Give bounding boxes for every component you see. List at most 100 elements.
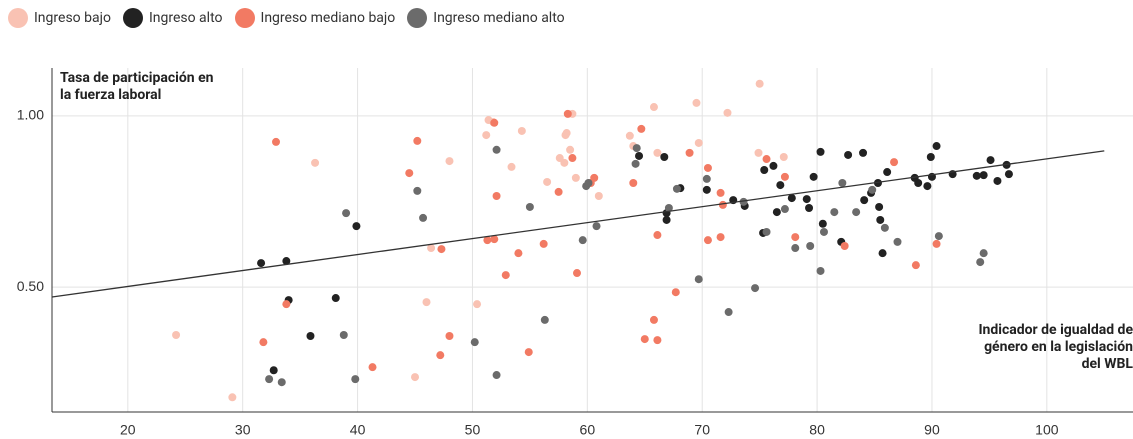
point [1004, 170, 1013, 179]
point [880, 223, 889, 232]
point [755, 79, 764, 88]
point [780, 172, 789, 181]
point [501, 271, 510, 280]
point [724, 308, 733, 317]
point [282, 300, 291, 309]
point [524, 348, 533, 357]
legend: Ingreso bajo Ingreso alto Ingreso mediano … [8, 8, 565, 28]
point [923, 182, 932, 191]
point [560, 158, 569, 167]
point [772, 208, 781, 217]
point [632, 144, 641, 153]
point [890, 158, 899, 167]
point [592, 222, 601, 231]
point [584, 179, 593, 188]
x-axis-label: Indicador de igualdad de género en la le… [978, 322, 1133, 372]
point [483, 236, 492, 245]
x-tick-label: 20 [120, 422, 136, 438]
point [514, 249, 523, 258]
point [259, 338, 268, 347]
point [838, 179, 847, 188]
point [571, 173, 580, 182]
point [791, 244, 800, 253]
point [629, 179, 638, 188]
legend-item: Ingreso alto [122, 8, 223, 28]
point [760, 166, 769, 175]
point [993, 176, 1002, 185]
point [265, 375, 274, 384]
point [257, 259, 266, 268]
point [422, 298, 431, 307]
x-tick-label: 90 [924, 422, 940, 438]
legend-item: Ingreso mediano bajo [234, 8, 396, 28]
legend-item: Ingreso bajo [8, 8, 111, 28]
point [762, 155, 771, 164]
point [637, 124, 646, 133]
point [578, 236, 587, 245]
point [819, 227, 828, 236]
point [703, 163, 712, 172]
legend-label: Ingreso bajo [34, 10, 111, 26]
point [566, 145, 575, 154]
point [672, 184, 681, 193]
point [331, 294, 340, 303]
point [594, 192, 603, 201]
point [342, 209, 351, 218]
point [282, 257, 291, 266]
point [649, 315, 658, 324]
point [351, 375, 360, 384]
point [878, 249, 887, 258]
point [445, 157, 454, 166]
legend-swatch [122, 8, 143, 28]
point [780, 205, 789, 214]
point [762, 227, 771, 236]
legend-label: Ingreso alto [148, 10, 223, 26]
legend-swatch [8, 8, 28, 28]
y-tick-label: 0.50 [17, 278, 44, 294]
point [272, 137, 281, 146]
point [751, 284, 760, 293]
point [926, 152, 935, 161]
point [419, 213, 428, 222]
point [723, 108, 732, 117]
point [716, 233, 725, 242]
point [972, 171, 981, 180]
point [653, 148, 662, 157]
point [590, 173, 599, 182]
legend-label: Ingreso mediano bajo [260, 10, 396, 26]
point [436, 351, 445, 360]
point [662, 215, 671, 224]
point [910, 173, 919, 182]
point [875, 202, 884, 211]
point [816, 266, 825, 275]
point [172, 330, 181, 339]
point [868, 185, 877, 194]
point [507, 162, 516, 171]
legend-item: Ingreso mediano alto [407, 8, 565, 28]
point [311, 158, 320, 167]
point [653, 336, 662, 345]
x-tick-label: 70 [694, 422, 710, 438]
point [445, 332, 454, 341]
point [873, 179, 882, 188]
point [779, 152, 788, 161]
point [986, 156, 995, 165]
point [791, 233, 800, 242]
point [352, 222, 361, 231]
point [830, 208, 839, 217]
point [818, 219, 827, 228]
point [809, 172, 818, 181]
point [517, 126, 526, 135]
point [411, 373, 420, 382]
point [572, 269, 581, 278]
point [625, 131, 634, 140]
point [852, 208, 861, 217]
point [427, 244, 436, 253]
point [718, 200, 727, 209]
point [413, 186, 422, 195]
y-axis-label: Tasa de participación en la fuerza labor… [60, 70, 214, 103]
point [932, 239, 941, 248]
x-tick-label: 50 [465, 422, 481, 438]
